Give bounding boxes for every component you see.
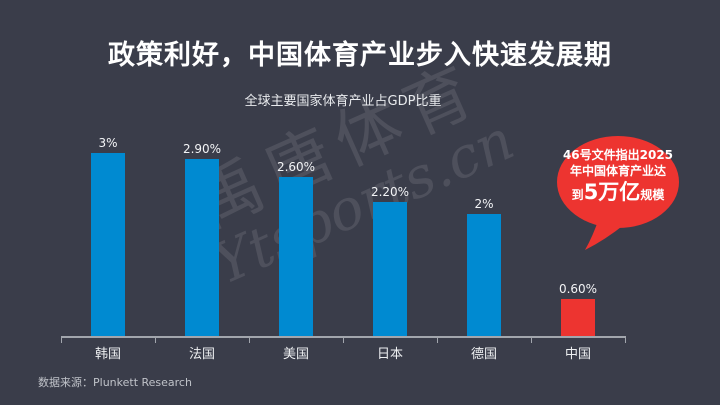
bar-日本: [373, 202, 407, 336]
category-label: 中国: [564, 347, 591, 362]
bar-法国: [185, 159, 219, 336]
axis-tick: [249, 336, 250, 343]
bar-value-label: 2.20%: [370, 185, 410, 199]
category-label: 韩国: [94, 347, 121, 362]
data-source: 数据来源：Plunkett Research: [38, 376, 192, 389]
category-label: 美国: [282, 347, 309, 362]
callout-line3-suffix: 规模: [640, 188, 665, 202]
callout-highlight-value: 5万亿: [583, 180, 641, 204]
callout-line3-prefix: 到: [571, 188, 584, 202]
bar-value-label: 0.60%: [558, 282, 598, 296]
axis-tick: [531, 336, 532, 343]
bar-德国: [467, 214, 501, 336]
axis-tick: [61, 336, 62, 343]
speech-bubble-icon: [557, 136, 679, 250]
callout-text: 46号文件指出2025 年中国体育产业达 到5万亿规模: [553, 147, 683, 207]
callout-line-3: 到5万亿规模: [553, 180, 683, 207]
axis-tick: [625, 336, 626, 343]
axis-tick: [155, 336, 156, 343]
bar-中国: [561, 299, 595, 336]
bar-韩国: [91, 153, 125, 336]
axis-tick: [343, 336, 344, 343]
category-label: 德国: [470, 347, 497, 362]
category-label: 法国: [188, 347, 215, 362]
chart-title: 全球主要国家体育产业占GDP比重: [244, 94, 442, 109]
callout-line-1: 46号文件指出2025: [562, 148, 674, 162]
callout-bubble: 46号文件指出2025 年中国体育产业达 到5万亿规模: [545, 128, 715, 258]
bar-value-label: 3%: [98, 136, 118, 150]
bar-美国: [279, 177, 313, 336]
bar-value-label: 2%: [474, 197, 494, 211]
callout-line-2: 年中国体育产业达: [569, 164, 666, 178]
category-label: 日本: [376, 347, 403, 362]
page-title: 政策利好，中国体育产业步入快速发展期: [108, 40, 612, 71]
axis-tick: [437, 336, 438, 343]
bar-value-label: 2.90%: [182, 142, 222, 156]
bar-value-label: 2.60%: [276, 160, 316, 174]
